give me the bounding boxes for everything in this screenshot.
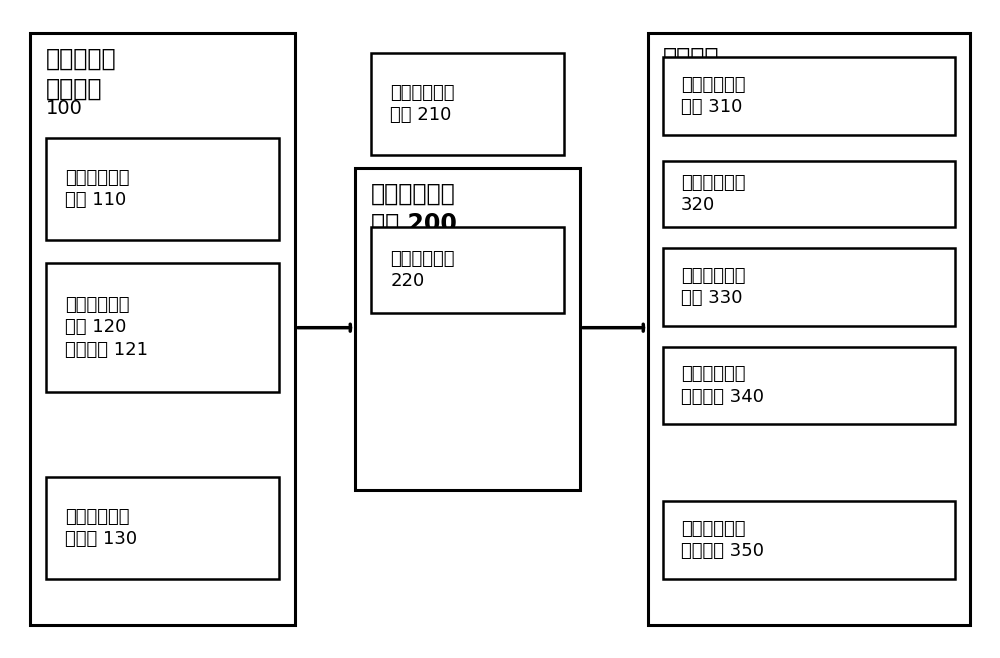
- Bar: [663, 161, 955, 227]
- Text: 300: 300: [663, 74, 700, 93]
- Bar: [648, 33, 970, 625]
- Bar: [663, 501, 955, 579]
- Bar: [46, 138, 279, 240]
- Text: 心率检测模块
320: 心率检测模块 320: [681, 174, 746, 215]
- Text: 同步数据采集
模块 210: 同步数据采集 模块 210: [390, 84, 455, 124]
- Text: 数据传送模块
220: 数据传送模块 220: [390, 249, 455, 290]
- Text: 100: 100: [46, 99, 83, 118]
- Bar: [663, 248, 955, 326]
- Text: 参数存储报告
上传模块 350: 参数存储报告 上传模块 350: [681, 520, 764, 561]
- Text: 数据采集控制
单元 200: 数据采集控制 单元 200: [371, 182, 457, 236]
- Text: 脉搏波数据采
集模块 130: 脉搏波数据采 集模块 130: [65, 508, 137, 548]
- Text: 运动数据采集
模块 110: 运动数据采集 模块 110: [65, 169, 130, 209]
- Bar: [371, 227, 564, 313]
- Bar: [355, 168, 580, 490]
- Text: 穿戴式数据
采集单元: 穿戴式数据 采集单元: [46, 47, 117, 101]
- Text: 平均血压计算
模块 330: 平均血压计算 模块 330: [681, 266, 746, 307]
- Text: 调控功能参数
计算模块 340: 调控功能参数 计算模块 340: [681, 365, 764, 406]
- Bar: [663, 347, 955, 424]
- Bar: [30, 33, 295, 625]
- Text: 起立动作检测
模块 310: 起立动作检测 模块 310: [681, 76, 746, 116]
- Bar: [371, 53, 564, 155]
- Text: 计算单元: 计算单元: [663, 46, 720, 70]
- Bar: [46, 263, 279, 392]
- Text: 心电数据采集
模块 120
心电电极 121: 心电数据采集 模块 120 心电电极 121: [65, 296, 148, 359]
- Bar: [46, 477, 279, 579]
- Bar: [663, 57, 955, 135]
